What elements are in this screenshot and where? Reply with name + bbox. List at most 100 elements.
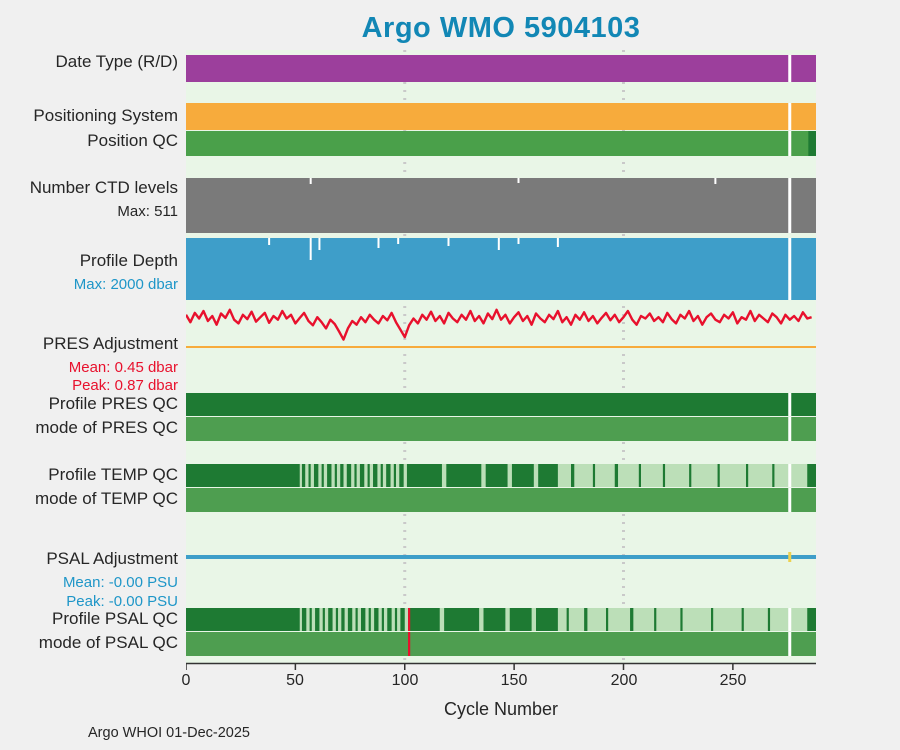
mode-psal-qc-highlight-line xyxy=(788,632,792,656)
profile-psal-qc-segment xyxy=(606,608,609,631)
ctd-levels-strip xyxy=(186,178,816,233)
positioning-system-strip xyxy=(186,103,816,130)
label-psal-adjustment: PSAL Adjustment xyxy=(46,549,178,568)
label-mode-temp-qc: mode of TEMP QC xyxy=(35,489,178,508)
label-pres-peak: Peak: 0.87 dbar xyxy=(72,377,178,394)
profile-psal-qc-segment xyxy=(381,608,384,631)
ctd-levels-tick xyxy=(714,178,717,184)
profile-psal-qc-segment xyxy=(408,608,440,631)
profile-temp-qc-segment xyxy=(399,464,404,487)
label-mode-pres-qc: mode of PRES QC xyxy=(35,418,178,437)
profile-depth-tick xyxy=(309,238,312,260)
label-profile-psal-qc: Profile PSAL QC xyxy=(52,609,178,628)
profile-psal-qc-segment xyxy=(387,608,392,631)
ctd-levels-tick xyxy=(517,178,520,183)
profile-temp-qc-segment xyxy=(807,464,816,487)
profile-psal-qc-segment xyxy=(341,608,345,631)
profile-temp-qc-segment xyxy=(689,464,692,487)
ctd-levels-tick xyxy=(309,178,312,184)
profile-temp-qc-segment xyxy=(186,464,300,487)
profile-psal-qc-segment xyxy=(394,608,398,631)
profile-psal-qc-segment xyxy=(536,608,558,631)
profile-temp-qc-segment xyxy=(772,464,775,487)
label-psal-peak: Peak: -0.00 PSU xyxy=(66,593,178,610)
label-profile-depth: Profile Depth xyxy=(79,251,178,270)
label-ctd-levels: Number CTD levels xyxy=(29,178,178,197)
profile-psal-qc-segment xyxy=(186,608,300,631)
profile-psal-qc-segment xyxy=(711,608,714,631)
profile-psal-qc-segment xyxy=(400,608,405,631)
label-profile-temp-qc: Profile TEMP QC xyxy=(48,465,178,484)
profile-temp-qc-segment xyxy=(359,464,365,487)
profile-temp-qc-segment xyxy=(354,464,357,487)
positioning-system-highlight-line xyxy=(788,103,792,130)
profile-temp-qc-segment xyxy=(592,464,596,487)
ctd-levels-highlight-line xyxy=(788,178,792,233)
label-depth-max: Max: 2000 dbar xyxy=(73,276,178,293)
x-tick-label: 0 xyxy=(181,672,191,689)
profile-temp-qc-segment xyxy=(571,464,575,487)
profile-temp-qc-segment xyxy=(386,464,391,487)
profile-temp-qc-segment xyxy=(340,464,344,487)
mode-pres-qc-highlight-line xyxy=(788,417,792,441)
profile-psal-qc-segment xyxy=(374,608,379,631)
x-tick-label: 200 xyxy=(610,672,638,689)
profile-pres-qc-highlight-line xyxy=(788,393,792,416)
figure-title: Argo WMO 5904103 xyxy=(361,12,641,44)
psal-highlight-tick xyxy=(788,552,792,562)
profile-psal-qc-segment xyxy=(368,608,371,631)
mode-temp-qc-strip xyxy=(186,488,816,512)
profile-psal-qc-segment xyxy=(322,608,325,631)
label-pres-mean: Mean: 0.45 dbar xyxy=(68,359,178,376)
profile-psal-qc-segment xyxy=(335,608,339,631)
profile-psal-qc-segment xyxy=(741,608,744,631)
profile-psal-qc-segment xyxy=(347,608,353,631)
profile-psal-qc-segment xyxy=(654,608,657,631)
x-tick-label: 50 xyxy=(286,672,304,689)
profile-depth-tick xyxy=(517,238,520,244)
profile-psal-qc-segment xyxy=(355,608,358,631)
profile-psal-qc-segment xyxy=(301,608,307,631)
x-axis-label: Cycle Number xyxy=(443,699,559,719)
profile-temp-qc-segment xyxy=(367,464,370,487)
profile-temp-qc-segment xyxy=(373,464,378,487)
profile-temp-qc-segment xyxy=(327,464,332,487)
profile-temp-qc-segment xyxy=(446,464,482,487)
profile-temp-qc-segment xyxy=(393,464,396,487)
profile-psal-qc-segment xyxy=(309,608,312,631)
figure-footer: Argo WHOI 01-Dec-2025 xyxy=(88,725,250,741)
label-positioning-system: Positioning System xyxy=(33,106,178,125)
profile-depth-tick xyxy=(497,238,500,250)
profile-depth-tick xyxy=(447,238,450,246)
profile-temp-qc-segment xyxy=(538,464,558,487)
profile-temp-qc-segment xyxy=(746,464,749,487)
profile-psal-qc-segment xyxy=(509,608,532,631)
x-tick-label: 250 xyxy=(719,672,747,689)
profile-temp-qc-segment xyxy=(511,464,534,487)
profile-pres-qc-strip xyxy=(186,393,816,416)
profile-temp-qc-highlight-line xyxy=(788,464,792,487)
profile-depth-tick xyxy=(268,238,271,245)
mode-pres-qc-strip xyxy=(186,417,816,441)
position-qc-strip xyxy=(186,131,816,156)
profile-temp-qc-segment xyxy=(614,464,619,487)
profile-temp-qc-segment xyxy=(321,464,324,487)
x-tick-label: 100 xyxy=(391,672,419,689)
profile-depth-highlight-line xyxy=(788,238,792,300)
date-type-strip xyxy=(186,55,816,82)
profile-psal-qc-segment xyxy=(584,608,588,631)
pres-adjustment-line xyxy=(186,308,812,341)
profile-depth-tick xyxy=(377,238,380,248)
profile-psal-qc-highlight-line xyxy=(788,608,792,631)
label-position-qc: Position QC xyxy=(87,131,178,150)
profile-temp-qc-segment xyxy=(662,464,666,487)
profile-temp-qc-segment xyxy=(313,464,319,487)
mode-temp-qc-highlight-line xyxy=(788,488,792,512)
mode-psal-qc-strip xyxy=(186,632,816,656)
label-profile-pres-qc: Profile PRES QC xyxy=(48,394,178,413)
profile-temp-qc-segment xyxy=(380,464,383,487)
profile-temp-qc-segment xyxy=(301,464,306,487)
profile-depth-strip xyxy=(186,238,816,300)
profile-psal-qc-segment xyxy=(767,608,771,631)
